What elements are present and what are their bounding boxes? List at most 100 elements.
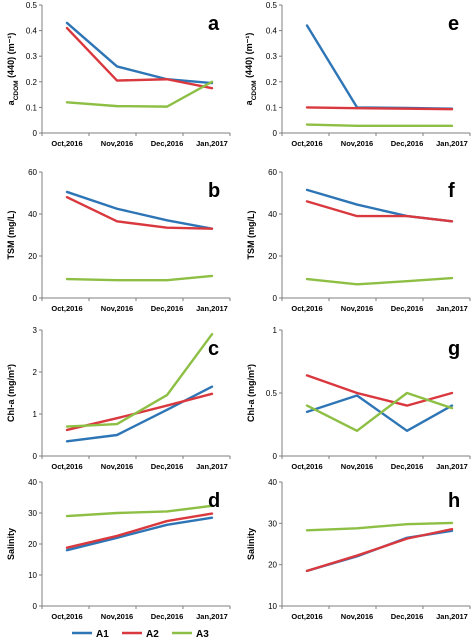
y-tick-label: 40 xyxy=(268,210,277,219)
y-tick-label: 0.4 xyxy=(26,27,38,36)
y-tick-label: 3 xyxy=(33,326,38,335)
x-tick-label: Nov,2016 xyxy=(341,139,373,148)
panel-label: d xyxy=(208,490,220,512)
y-axis-label: Salinity xyxy=(6,528,16,560)
x-tick-label: Dec,2016 xyxy=(391,462,424,471)
panel-label: h xyxy=(448,490,460,512)
x-tick-label: Nov,2016 xyxy=(341,612,373,621)
x-tick-label: Nov,2016 xyxy=(101,304,133,313)
y-axis-label: Salinity xyxy=(246,528,256,560)
chart-panel-h: 10 20 30 40 Oct,2016 Nov,2016 Dec,2016 Jan,2017… xyxy=(246,478,471,621)
series-line-a2 xyxy=(305,106,454,111)
x-tick-label: Oct,2016 xyxy=(51,612,82,621)
x-tick-label: Dec,2016 xyxy=(151,462,184,471)
chart-panel-c: 0 1 2 3 Oct,2016 Nov,2016 Dec,2016 Jan,2017 Chl-… xyxy=(6,326,231,471)
y-tick-label: 0.3 xyxy=(266,52,278,61)
y-tick-label: 0 xyxy=(33,602,38,611)
x-tick-label: Dec,2016 xyxy=(391,139,424,148)
y-tick-label: 0.1 xyxy=(266,103,278,112)
y-tick-label: 20 xyxy=(28,540,37,549)
series-line-a3 xyxy=(305,521,454,532)
x-tick-label: Dec,2016 xyxy=(391,304,424,313)
x-tick-label: Jan,2017 xyxy=(196,612,228,621)
x-tick-label: Nov,2016 xyxy=(101,462,133,471)
y-tick-label: 30 xyxy=(268,519,277,528)
series-line-a3 xyxy=(305,276,454,286)
panel-label: e xyxy=(448,13,459,35)
y-tick-label: 10 xyxy=(28,571,37,580)
y-axis-label: aCDOM (440) (m⁻¹) xyxy=(6,33,20,106)
y-tick-label: 30 xyxy=(28,509,37,518)
y-axis-label: TSM (mg/L) xyxy=(6,211,16,260)
x-tick-label: Oct,2016 xyxy=(291,139,322,148)
y-tick-label: 0 xyxy=(273,294,278,303)
y-tick-label: 0 xyxy=(33,294,38,303)
x-tick-label: Oct,2016 xyxy=(51,462,82,471)
series-line-a3 xyxy=(305,391,454,432)
series-line-a3 xyxy=(305,123,454,128)
y-tick-label: 40 xyxy=(268,478,277,487)
y-tick-label: 0.5 xyxy=(266,389,278,398)
y-tick-label: 0.4 xyxy=(266,27,278,36)
y-tick-label: 60 xyxy=(28,168,37,177)
x-tick-label: Jan,2017 xyxy=(436,139,468,148)
series-line-a2 xyxy=(65,26,214,90)
y-tick-label: 0.1 xyxy=(26,103,38,112)
x-tick-label: Nov,2016 xyxy=(341,304,373,313)
panel-label: a xyxy=(208,13,220,35)
x-tick-label: Nov,2016 xyxy=(101,612,133,621)
y-tick-label: 0 xyxy=(273,452,278,461)
y-tick-label: 20 xyxy=(268,252,277,261)
y-axis-label: TSM (mg/L) xyxy=(246,211,256,260)
x-tick-label: Jan,2017 xyxy=(196,139,228,148)
panel-label: c xyxy=(208,338,219,360)
x-tick-label: Oct,2016 xyxy=(51,304,82,313)
y-tick-label: 0.5 xyxy=(266,1,278,10)
y-tick-label: 1 xyxy=(273,326,278,335)
x-tick-label: Oct,2016 xyxy=(291,462,322,471)
y-tick-label: 10 xyxy=(268,602,277,611)
series-line-a1 xyxy=(305,24,454,110)
x-tick-label: Dec,2016 xyxy=(391,612,424,621)
x-tick-label: Oct,2016 xyxy=(291,612,322,621)
series-line-a2 xyxy=(65,392,214,432)
panel-label: b xyxy=(208,180,220,202)
y-tick-label: 20 xyxy=(268,561,277,570)
chart-panel-g: 0 0.5 1 Oct,2016 Nov,2016 Dec,2016 Jan,2017 Chl… xyxy=(246,326,471,471)
x-tick-label: Jan,2017 xyxy=(196,304,228,313)
y-tick-label: 0.2 xyxy=(266,78,278,87)
x-tick-label: Jan,2017 xyxy=(196,462,228,471)
chart-panel-e: 0 0.1 0.2 0.3 0.4 0.5 Oct,2016 Nov,2016 Dec,2016… xyxy=(244,1,471,148)
y-tick-label: 0 xyxy=(33,452,38,461)
x-tick-label: Jan,2017 xyxy=(436,462,468,471)
series-line-a1 xyxy=(65,190,214,230)
y-axis-label: aCDOM (440) (m⁻¹) xyxy=(244,33,258,106)
y-tick-label: 20 xyxy=(28,252,37,261)
y-tick-label: 0 xyxy=(273,129,278,138)
x-tick-label: Jan,2017 xyxy=(436,612,468,621)
x-tick-label: Jan,2017 xyxy=(436,304,468,313)
y-tick-label: 40 xyxy=(28,210,37,219)
series-line-a1 xyxy=(65,385,214,443)
x-tick-label: Nov,2016 xyxy=(341,462,373,471)
y-axis-label: Chl-a (mg/m³) xyxy=(246,364,256,422)
legend-label-a2: A2 xyxy=(146,629,159,640)
x-tick-label: Nov,2016 xyxy=(101,139,133,148)
x-tick-label: Dec,2016 xyxy=(151,139,184,148)
y-tick-label: 0 xyxy=(33,129,38,138)
y-tick-label: 0.3 xyxy=(26,52,38,61)
series-line-a3 xyxy=(65,333,214,428)
chart-panel-d: 0 10 20 30 40 Oct,2016 Nov,2016 Dec,2016 Jan,201… xyxy=(6,478,231,621)
y-tick-label: 0.5 xyxy=(26,1,38,10)
x-tick-label: Oct,2016 xyxy=(291,304,322,313)
series-line-a2 xyxy=(305,527,454,573)
series-line-a3 xyxy=(65,274,214,282)
chart-panel-a: 0 0.1 0.2 0.3 0.4 0.5 Oct,2016 Nov,2016 Dec,2016… xyxy=(6,1,231,148)
legend: A1 A2 A3 xyxy=(72,629,209,640)
y-tick-label: 0.2 xyxy=(26,78,38,87)
series-line-a1 xyxy=(65,21,214,85)
panel-label: g xyxy=(448,338,460,360)
legend-label-a3: A3 xyxy=(196,629,209,640)
series-line-a1 xyxy=(65,516,214,552)
